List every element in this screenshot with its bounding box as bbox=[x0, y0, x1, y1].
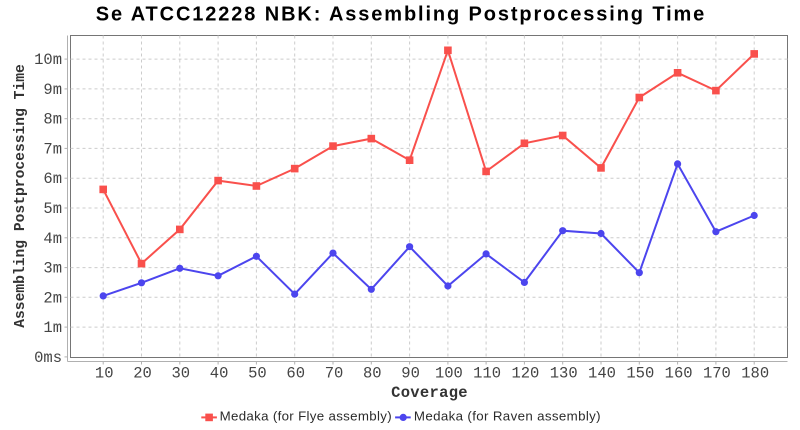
svg-text:60: 60 bbox=[286, 364, 305, 382]
svg-text:10: 10 bbox=[95, 364, 114, 382]
svg-text:40: 40 bbox=[210, 364, 229, 382]
svg-text:80: 80 bbox=[363, 364, 382, 382]
svg-text:7m: 7m bbox=[43, 140, 62, 158]
svg-text:170: 170 bbox=[703, 364, 731, 382]
svg-text:10m: 10m bbox=[34, 51, 62, 69]
svg-text:8m: 8m bbox=[43, 111, 62, 129]
svg-text:110: 110 bbox=[473, 364, 501, 382]
svg-text:Se ATCC12228 NBK: Assembling P: Se ATCC12228 NBK: Assembling Postprocess… bbox=[96, 4, 706, 26]
svg-text:30: 30 bbox=[171, 364, 190, 382]
svg-text:Medaka (for Flye assembly): Medaka (for Flye assembly) bbox=[220, 408, 392, 423]
svg-text:1m: 1m bbox=[43, 319, 62, 337]
svg-text:90: 90 bbox=[401, 364, 420, 382]
svg-text:5m: 5m bbox=[43, 200, 62, 218]
svg-text:70: 70 bbox=[325, 364, 344, 382]
svg-text:130: 130 bbox=[550, 364, 578, 382]
svg-text:140: 140 bbox=[588, 364, 616, 382]
svg-text:3m: 3m bbox=[43, 260, 62, 278]
svg-text:120: 120 bbox=[511, 364, 539, 382]
svg-text:100: 100 bbox=[435, 364, 463, 382]
svg-text:180: 180 bbox=[741, 364, 769, 382]
svg-text:4m: 4m bbox=[43, 230, 62, 248]
svg-text:150: 150 bbox=[626, 364, 654, 382]
svg-text:50: 50 bbox=[248, 364, 267, 382]
svg-text:20: 20 bbox=[133, 364, 152, 382]
svg-text:2m: 2m bbox=[43, 289, 62, 307]
svg-text:Medaka (for Raven assembly): Medaka (for Raven assembly) bbox=[414, 408, 601, 423]
svg-text:160: 160 bbox=[665, 364, 693, 382]
svg-text:6m: 6m bbox=[43, 170, 62, 188]
svg-text:Coverage: Coverage bbox=[391, 384, 468, 402]
svg-text:Assembling Postprocessing Time: Assembling Postprocessing Time bbox=[13, 64, 29, 328]
svg-text:9m: 9m bbox=[43, 81, 62, 99]
svg-text:0ms: 0ms bbox=[34, 349, 62, 367]
